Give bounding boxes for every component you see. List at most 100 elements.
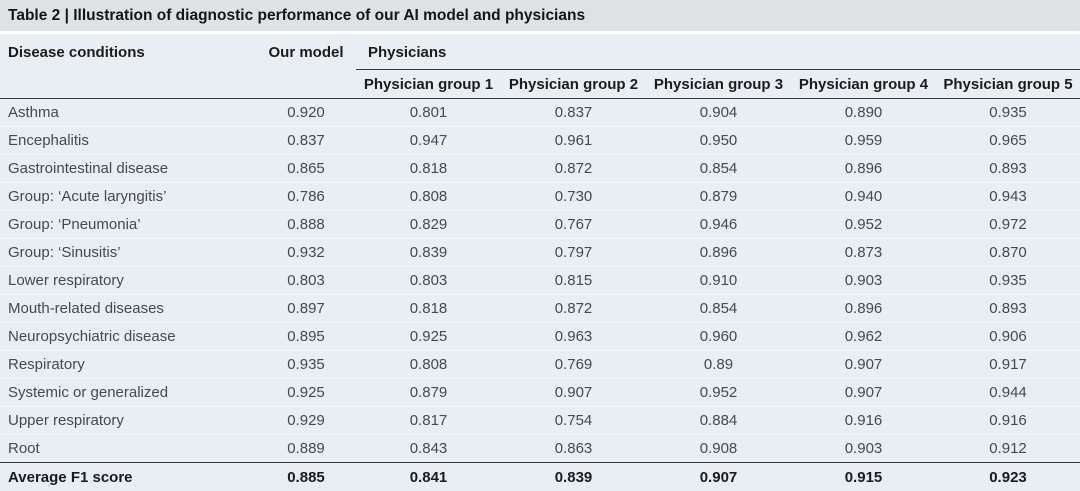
score-cell: 0.854 [646, 154, 791, 183]
score-cell: 0.929 [256, 406, 356, 435]
condition-cell: Asthma [0, 98, 256, 127]
condition-cell: Group: ‘Sinusitis’ [0, 238, 256, 267]
score-cell: 0.879 [356, 378, 501, 407]
score-cell: 0.916 [936, 406, 1080, 435]
title-divider [0, 31, 1080, 34]
score-cell: 0.89 [646, 350, 791, 379]
table-row: Group: ‘Pneumonia’ 0.888 0.829 0.767 0.9… [0, 210, 1080, 239]
score-cell: 0.829 [356, 210, 501, 239]
table-title-text: Illustration of diagnostic performance o… [73, 6, 586, 24]
score-cell: 0.797 [501, 238, 646, 267]
score-cell: 0.818 [356, 294, 501, 323]
col-header-disease-conditions: Disease conditions [8, 44, 145, 62]
average-f1-label: Average F1 score [0, 462, 256, 491]
condition-cell: Mouth-related diseases [0, 294, 256, 323]
score-cell: 0.863 [554, 440, 593, 457]
table-row: Neuropsychiatric disease 0.895 0.925 0.9… [0, 322, 1080, 351]
col-header-physicians-group: Physicians [356, 36, 1080, 70]
score-cell: 0.906 [936, 322, 1080, 351]
score-cell: 0.925 [256, 378, 356, 407]
score-cell: 0.837 [256, 126, 356, 155]
table-row: Mouth-related diseases 0.897 0.818 0.872… [0, 294, 1080, 323]
score-cell: 0.893 [936, 154, 1080, 183]
score-cell: 0.946 [646, 210, 791, 239]
header-row-physician-groups: Physician group 1 Physician group 2 Phys… [0, 69, 1080, 99]
condition-cell: Neuropsychiatric disease [0, 322, 256, 351]
condition-cell: Respiratory [0, 350, 256, 379]
score-cell: 0.888 [256, 210, 356, 239]
score-cell: 0.889 [287, 440, 325, 457]
score-cell: 0.908 [699, 440, 738, 457]
score-cell: 0.895 [256, 322, 356, 351]
score-cell: 0.962 [791, 322, 936, 351]
average-score-group-1: 0.841 [356, 462, 501, 491]
score-cell: 0.815 [501, 266, 646, 295]
score-cell: 0.870 [936, 238, 1080, 267]
col-header-physician-group-2: Physician group 2 [501, 69, 646, 99]
score-cell: 0.904 [646, 98, 791, 127]
condition-cell: Lower respiratory [0, 266, 256, 295]
table-body: Asthma 0.920 0.801 0.837 0.904 0.890 0.9… [0, 98, 1080, 463]
header-spacer-model [256, 69, 356, 99]
score-cell: 0.808 [356, 182, 501, 211]
score-cell: 0.884 [646, 406, 791, 435]
score-cell: 0.843 [409, 440, 448, 457]
table-row: Asthma 0.920 0.801 0.837 0.904 0.890 0.9… [0, 98, 1080, 127]
table-row: Encephalitis 0.837 0.947 0.961 0.950 0.9… [0, 126, 1080, 155]
header-row-groups: Disease conditions Our model Physicians [0, 36, 1080, 70]
score-cell: 0.947 [356, 126, 501, 155]
score-cell: 0.903 [844, 440, 883, 457]
score-cell: 0.907 [791, 378, 936, 407]
score-cell: 0.872 [501, 294, 646, 323]
score-cell: 0.818 [356, 154, 501, 183]
score-cell: 0.730 [501, 182, 646, 211]
table-number-label: Table 2 | [8, 6, 74, 24]
score-cell: 0.910 [646, 266, 791, 295]
performance-table: Disease conditions Our model Physicians … [0, 36, 1080, 491]
score-cell: 0.803 [256, 266, 356, 295]
score-cell: 0.935 [256, 350, 356, 379]
condition-cell: Gastrointestinal disease [0, 154, 256, 183]
score-cell: 0.769 [501, 350, 646, 379]
table-row: Systemic or generalized 0.925 0.879 0.90… [0, 378, 1080, 407]
score-cell: 0.940 [791, 182, 936, 211]
condition-cell: Group: ‘Pneumonia’ [0, 210, 256, 239]
score-cell: 0.920 [256, 98, 356, 127]
score-cell: 0.907 [501, 378, 646, 407]
average-score-group-2: 0.839 [501, 462, 646, 491]
col-header-physician-group-1: Physician group 1 [356, 69, 501, 99]
average-score-group-5: 0.923 [936, 462, 1080, 491]
score-cell: 0.896 [646, 238, 791, 267]
score-cell: 0.952 [646, 378, 791, 407]
score-cell: 0.960 [646, 322, 791, 351]
score-cell: 0.890 [791, 98, 936, 127]
average-score-group-3: 0.907 [646, 462, 791, 491]
col-header-physician-group-5: Physician group 5 [936, 69, 1080, 99]
table-title-band: Table 2 | Illustration of diagnostic per… [0, 0, 1080, 31]
score-cell: 0.925 [356, 322, 501, 351]
score-cell: 0.767 [501, 210, 646, 239]
score-cell: 0.897 [256, 294, 356, 323]
condition-cell: Systemic or generalized [0, 378, 256, 407]
table-row: Group: ‘Acute laryngitis’ 0.786 0.808 0.… [0, 182, 1080, 211]
table-row: Gastrointestinal disease 0.865 0.818 0.8… [0, 154, 1080, 183]
table-row: Upper respiratory 0.929 0.817 0.754 0.88… [0, 406, 1080, 435]
table-row: Group: ‘Sinusitis’ 0.932 0.839 0.797 0.8… [0, 238, 1080, 267]
score-cell: 0.917 [936, 350, 1080, 379]
average-f1-row: Average F1 score 0.885 0.841 0.839 0.907… [0, 462, 1080, 491]
score-cell: 0.959 [791, 126, 936, 155]
table-row: Lower respiratory 0.803 0.803 0.815 0.91… [0, 266, 1080, 295]
score-cell: 0.935 [936, 98, 1080, 127]
score-cell: 0.808 [356, 350, 501, 379]
score-cell: 0.952 [791, 210, 936, 239]
score-cell: 0.916 [791, 406, 936, 435]
score-cell: 0.879 [646, 182, 791, 211]
score-cell: 0.950 [646, 126, 791, 155]
table-row: Root 0.889 0.843 0.863 0.908 0.903 0.912 [0, 435, 1080, 463]
condition-cell: Encephalitis [0, 126, 256, 155]
score-cell: 0.903 [791, 266, 936, 295]
header-spacer-disease [0, 69, 256, 99]
score-cell: 0.943 [936, 182, 1080, 211]
score-cell: 0.896 [791, 294, 936, 323]
